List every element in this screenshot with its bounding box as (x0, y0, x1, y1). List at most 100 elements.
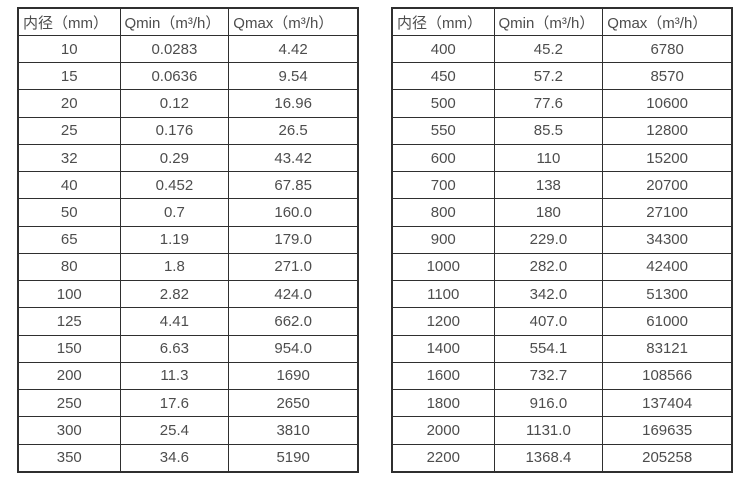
table-cell: 27100 (602, 198, 733, 227)
table-cell: 350 (17, 443, 121, 473)
table-row: 25 0.176 26.5 (17, 116, 359, 145)
table-cell: 25 (17, 116, 121, 145)
table-cell: 1100 (391, 280, 495, 309)
table-cell: 16.96 (228, 89, 359, 118)
table-cell: 600 (391, 143, 495, 173)
table-cell: 0.176 (119, 116, 230, 145)
table-cell: 1690 (228, 361, 359, 391)
table-cell: 250 (17, 389, 121, 418)
table-row: 200 11.3 1690 (17, 361, 359, 391)
table-cell: 61000 (602, 307, 733, 336)
table-cell: 662.0 (228, 307, 359, 336)
table-row: 550 85.5 12800 (391, 116, 733, 145)
table-row: 2000 1131.0 169635 (391, 416, 733, 445)
table-cell: 51300 (602, 280, 733, 309)
table-cell: 77.6 (493, 89, 604, 118)
table-cell: 5190 (228, 443, 359, 473)
table-cell: 15 (17, 62, 121, 91)
table-cell: 450 (391, 62, 495, 91)
table-cell: 500 (391, 89, 495, 118)
table-cell: 0.7 (119, 198, 230, 227)
flow-table-small-diameter: 内径（mm） Qmin（m³/h） Qmax（m³/h） 10 0.0283 4.42 15… (17, 7, 359, 473)
table-cell: 1131.0 (493, 416, 604, 445)
table-cell: 3810 (228, 416, 359, 445)
table-cell: 916.0 (493, 389, 604, 418)
table-cell: 550 (391, 116, 495, 145)
table-row: 1800 916.0 137404 (391, 389, 733, 418)
table-cell: 9.54 (228, 62, 359, 91)
table-row: 2200 1368.4 205258 (391, 443, 733, 473)
table-row: 450 57.2 8570 (391, 62, 733, 91)
table-cell: 1368.4 (493, 443, 604, 473)
table-cell: 20700 (602, 171, 733, 200)
table-cell: 900 (391, 225, 495, 254)
table-row: 10 0.0283 4.42 (17, 34, 359, 64)
table-cell: 0.0283 (119, 34, 230, 64)
table-cell: 40 (17, 171, 121, 200)
table-cell: 160.0 (228, 198, 359, 227)
table-cell: 67.85 (228, 171, 359, 200)
table-row: 65 1.19 179.0 (17, 225, 359, 254)
table-row: 40 0.452 67.85 (17, 171, 359, 200)
table-cell: 1800 (391, 389, 495, 418)
table-cell: 20 (17, 89, 121, 118)
column-header: Qmax（m³/h） (228, 7, 359, 36)
table-cell: 6780 (602, 34, 733, 64)
table-cell: 1600 (391, 361, 495, 391)
table-cell: 400 (391, 34, 495, 64)
table-cell: 2000 (391, 416, 495, 445)
header-row: 内径（mm） Qmin（m³/h） Qmax（m³/h） (391, 7, 733, 36)
table-cell: 26.5 (228, 116, 359, 145)
table-row: 15 0.0636 9.54 (17, 62, 359, 91)
table-cell: 15200 (602, 143, 733, 173)
table-row: 1100 342.0 51300 (391, 280, 733, 309)
table-cell: 300 (17, 416, 121, 445)
table-cell: 34300 (602, 225, 733, 254)
table-cell: 954.0 (228, 334, 359, 363)
table-cell: 342.0 (493, 280, 604, 309)
table-cell: 83121 (602, 334, 733, 363)
table-cell: 125 (17, 307, 121, 336)
table-cell: 4.42 (228, 34, 359, 64)
table-cell: 65 (17, 225, 121, 254)
table-cell: 554.1 (493, 334, 604, 363)
table-cell: 43.42 (228, 143, 359, 173)
table-cell: 1.8 (119, 252, 230, 282)
table-cell: 17.6 (119, 389, 230, 418)
table-cell: 45.2 (493, 34, 604, 64)
table-row: 350 34.6 5190 (17, 443, 359, 473)
table-cell: 282.0 (493, 252, 604, 282)
table-row: 125 4.41 662.0 (17, 307, 359, 336)
table-cell: 0.29 (119, 143, 230, 173)
table-cell: 42400 (602, 252, 733, 282)
table-cell: 11.3 (119, 361, 230, 391)
table-cell: 271.0 (228, 252, 359, 282)
table-row: 100 2.82 424.0 (17, 280, 359, 309)
header-row: 内径（mm） Qmin（m³/h） Qmax（m³/h） (17, 7, 359, 36)
table-cell: 108566 (602, 361, 733, 391)
table-cell: 1000 (391, 252, 495, 282)
table-row: 1400 554.1 83121 (391, 334, 733, 363)
table-cell: 229.0 (493, 225, 604, 254)
table-cell: 205258 (602, 443, 733, 473)
table-row: 80 1.8 271.0 (17, 252, 359, 282)
table-cell: 100 (17, 280, 121, 309)
table-cell: 0.0636 (119, 62, 230, 91)
table-row: 1200 407.0 61000 (391, 307, 733, 336)
table-cell: 50 (17, 198, 121, 227)
table-cell: 2650 (228, 389, 359, 418)
column-header: Qmin（m³/h） (493, 7, 604, 36)
table-cell: 0.452 (119, 171, 230, 200)
table-row: 32 0.29 43.42 (17, 143, 359, 173)
table-cell: 407.0 (493, 307, 604, 336)
table-cell: 57.2 (493, 62, 604, 91)
table-cell: 80 (17, 252, 121, 282)
column-header: 内径（mm） (17, 7, 121, 36)
table-cell: 110 (493, 143, 604, 173)
table-row: 400 45.2 6780 (391, 34, 733, 64)
table-row: 1600 732.7 108566 (391, 361, 733, 391)
table-cell: 1.19 (119, 225, 230, 254)
table-cell: 6.63 (119, 334, 230, 363)
table-row: 300 25.4 3810 (17, 416, 359, 445)
